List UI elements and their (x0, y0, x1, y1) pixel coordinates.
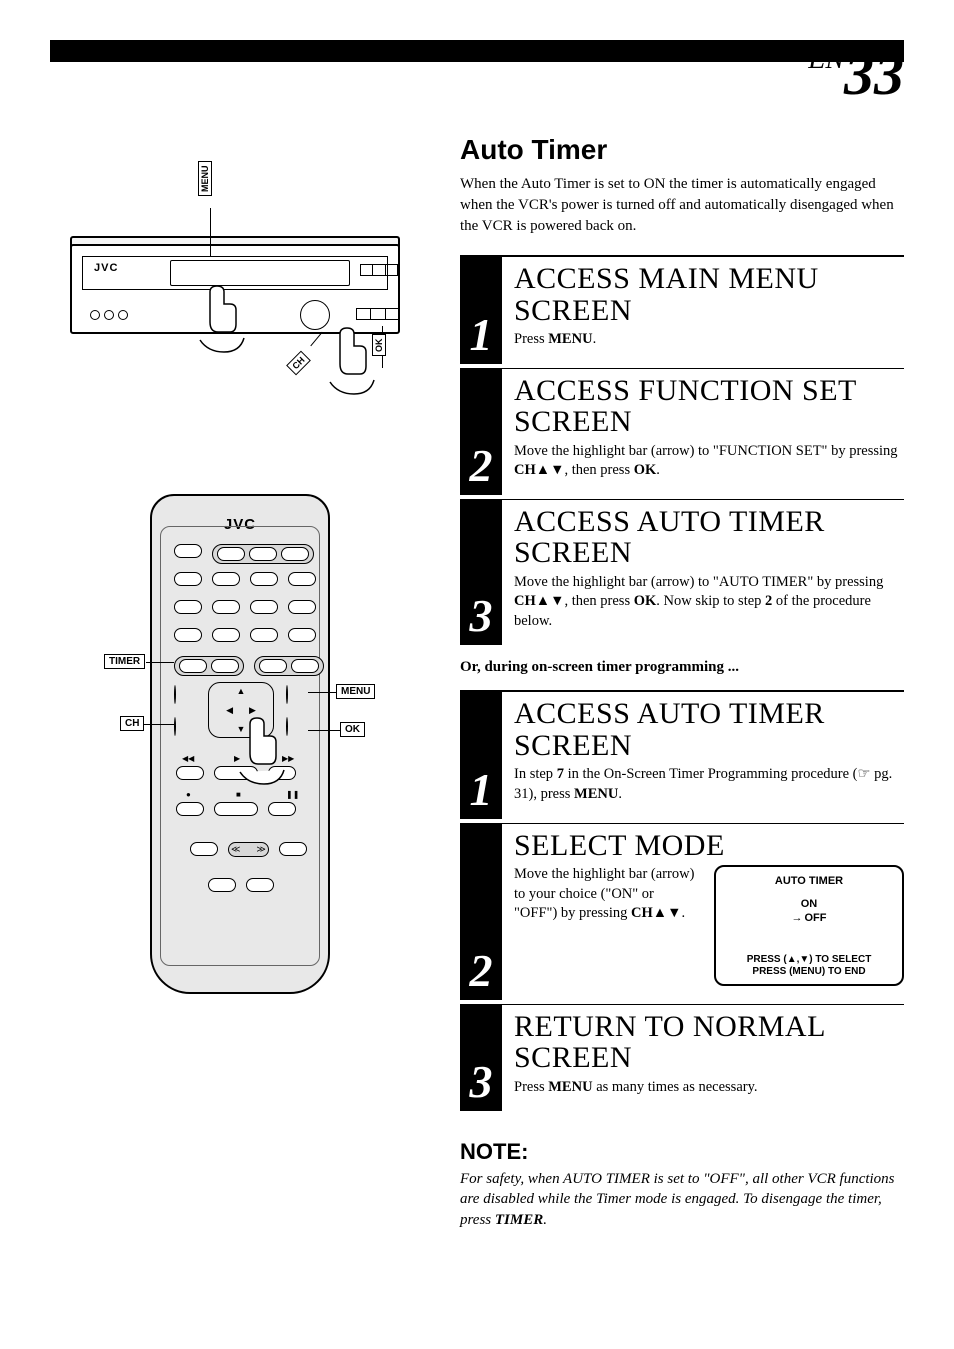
vcr-label-ch: CH (286, 351, 311, 376)
section-title: Auto Timer (460, 134, 904, 166)
hand-pointer-icon (320, 324, 380, 409)
or-line: Or, during on-screen timer programming .… (460, 659, 904, 676)
remote-label-menu: MENU (336, 684, 375, 699)
step-body: Press MENU as many times as necessary. (514, 1078, 904, 1098)
vcr-illustration: JVC MENU CH OK (60, 194, 420, 414)
page-prefix: EN (808, 44, 844, 75)
osd-title: AUTO TIMER (722, 875, 896, 887)
osd-screen: AUTO TIMER ON OFF PRESS (▲,▼) TO SELECT … (714, 865, 904, 986)
step-body: Move the highlight bar (arrow) to your c… (514, 865, 698, 924)
page-num: 33 (844, 41, 904, 107)
illustration-column: JVC MENU CH OK JVC (50, 134, 430, 1230)
step-body: Move the highlight bar (arrow) to "FUNCT… (514, 442, 904, 481)
step-block: 3 ACCESS AUTO TIMER SCREEN Move the high… (460, 499, 904, 646)
page-number: EN33 (50, 44, 904, 104)
hand-pointer-icon (230, 714, 290, 799)
step-number: 3 (470, 1059, 493, 1105)
hand-pointer-icon (190, 282, 250, 367)
step-heading: ACCESS FUNCTION SET SCREEN (514, 375, 904, 438)
step-block: 1 ACCESS AUTO TIMER SCREEN In step 7 in … (460, 690, 904, 818)
osd-hint: PRESS (MENU) TO END (722, 966, 896, 978)
step-number: 1 (470, 312, 493, 358)
note-body: For safety, when AUTO TIMER is set to "O… (460, 1169, 904, 1230)
remote-label-timer: TIMER (104, 654, 145, 669)
step-body: Press MENU. (514, 330, 904, 350)
step-block: 3 RETURN TO NORMAL SCREEN Press MENU as … (460, 1004, 904, 1112)
step-number: 2 (470, 948, 493, 994)
remote-label-ch: CH (120, 716, 144, 731)
note-heading: NOTE: (460, 1139, 904, 1165)
step-number: 2 (470, 443, 493, 489)
intro-text: When the Auto Timer is set to ON the tim… (460, 174, 904, 237)
step-body: In step 7 in the On-Screen Timer Program… (514, 765, 904, 804)
remote-illustration: JVC ▲ ◀▶ ▼ ◀◀ ▶ ▶▶ ● ■ (90, 484, 390, 1024)
step-number: 3 (470, 593, 493, 639)
step-heading: ACCESS AUTO TIMER SCREEN (514, 698, 904, 761)
step-number: 1 (470, 767, 493, 813)
step-body: Move the highlight bar (arrow) to "AUTO … (514, 573, 904, 632)
step-block: 1 ACCESS MAIN MENU SCREEN Press MENU. (460, 255, 904, 364)
osd-option-off: OFF (722, 911, 896, 925)
step-heading: SELECT MODE (514, 830, 904, 862)
osd-hint: PRESS (▲,▼) TO SELECT (722, 954, 896, 966)
osd-option-on: ON (722, 897, 896, 911)
remote-label-ok: OK (340, 722, 365, 737)
step-heading: RETURN TO NORMAL SCREEN (514, 1011, 904, 1074)
step-block: 2 ACCESS FUNCTION SET SCREEN Move the hi… (460, 368, 904, 495)
content-column: Auto Timer When the Auto Timer is set to… (460, 134, 904, 1230)
vcr-label-menu: MENU (198, 162, 212, 197)
step-heading: ACCESS AUTO TIMER SCREEN (514, 506, 904, 569)
step-heading: ACCESS MAIN MENU SCREEN (514, 263, 904, 326)
vcr-brand: JVC (94, 262, 118, 274)
step-block: 2 SELECT MODE Move the highlight bar (ar… (460, 823, 904, 1000)
